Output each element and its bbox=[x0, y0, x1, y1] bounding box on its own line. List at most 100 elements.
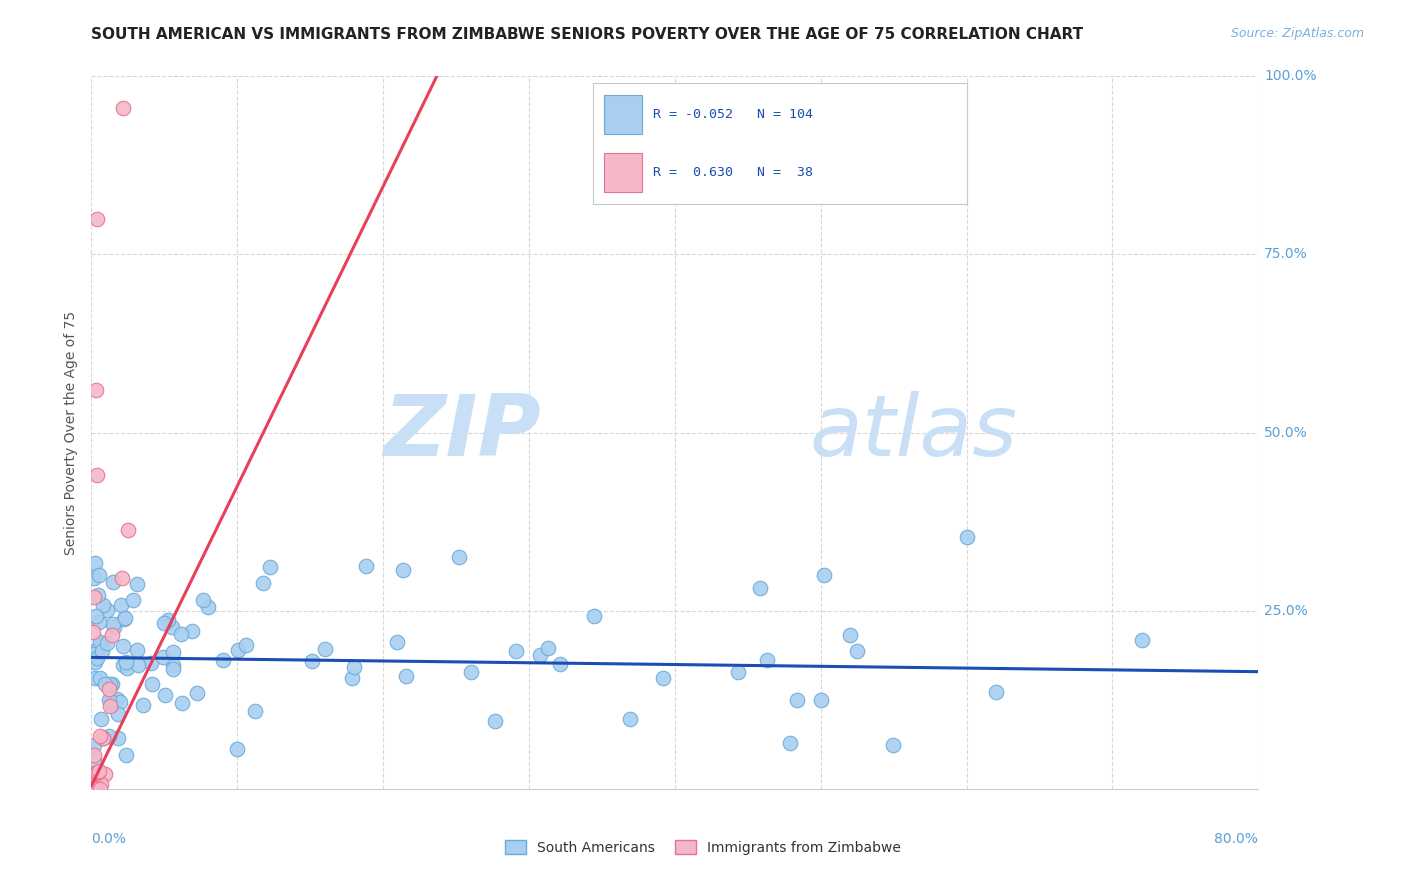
Point bbox=[112, 612, 135, 626]
Point bbox=[84, 782, 107, 797]
Point bbox=[89, 641, 111, 656]
Point bbox=[101, 697, 124, 711]
Point bbox=[181, 624, 204, 638]
Point bbox=[162, 658, 184, 673]
Point bbox=[87, 588, 110, 602]
Text: 100.0%: 100.0% bbox=[1264, 69, 1317, 83]
Point bbox=[86, 769, 108, 783]
Point bbox=[529, 648, 551, 662]
Point bbox=[98, 693, 121, 707]
Point bbox=[82, 782, 104, 797]
Point bbox=[152, 649, 174, 664]
Point bbox=[96, 636, 118, 650]
Point bbox=[152, 616, 174, 631]
Text: 50.0%: 50.0% bbox=[1264, 425, 1308, 440]
Point bbox=[141, 677, 163, 691]
Point bbox=[169, 627, 191, 641]
Point bbox=[226, 642, 249, 657]
Point bbox=[121, 593, 143, 607]
Point bbox=[89, 635, 111, 649]
Legend: South Americans, Immigrants from Zimbabwe: South Americans, Immigrants from Zimbabw… bbox=[499, 834, 907, 860]
Point bbox=[112, 657, 135, 672]
Point bbox=[86, 642, 108, 657]
Point bbox=[89, 615, 111, 630]
Point bbox=[548, 657, 571, 672]
Point bbox=[83, 647, 105, 661]
Point bbox=[98, 699, 121, 714]
Point bbox=[83, 782, 105, 797]
Point bbox=[505, 644, 527, 658]
Point bbox=[112, 639, 135, 653]
Point bbox=[460, 665, 482, 679]
Point bbox=[87, 764, 110, 778]
Point bbox=[83, 738, 105, 752]
Point bbox=[80, 782, 103, 797]
Point bbox=[449, 550, 471, 565]
Point bbox=[342, 671, 364, 685]
Point bbox=[619, 712, 641, 726]
Point bbox=[314, 642, 336, 657]
Point bbox=[391, 563, 413, 577]
Point bbox=[83, 590, 105, 604]
Point bbox=[115, 661, 138, 675]
Point bbox=[94, 766, 117, 780]
Point bbox=[100, 628, 122, 642]
Point bbox=[107, 731, 129, 746]
Point bbox=[83, 747, 105, 762]
Point bbox=[235, 638, 257, 652]
Text: 75.0%: 75.0% bbox=[1264, 247, 1308, 261]
Point bbox=[86, 764, 108, 779]
Point bbox=[245, 705, 267, 719]
Point bbox=[153, 688, 176, 702]
Point bbox=[84, 556, 107, 570]
Point bbox=[86, 782, 108, 797]
Point bbox=[1130, 632, 1153, 647]
Point bbox=[727, 665, 749, 680]
Point bbox=[162, 662, 184, 676]
Point bbox=[97, 681, 120, 696]
Point bbox=[103, 575, 125, 590]
Point bbox=[86, 766, 108, 780]
Point bbox=[110, 598, 132, 612]
Point bbox=[956, 530, 979, 544]
Point bbox=[83, 782, 105, 797]
Point bbox=[86, 651, 108, 665]
Point bbox=[186, 686, 208, 700]
Point bbox=[810, 693, 832, 707]
Point bbox=[83, 671, 105, 685]
Point bbox=[114, 611, 136, 625]
Point bbox=[83, 782, 105, 797]
Point bbox=[86, 468, 108, 483]
Point bbox=[82, 782, 104, 797]
Point bbox=[343, 659, 366, 673]
Point bbox=[82, 782, 104, 797]
Point bbox=[82, 782, 104, 797]
Point bbox=[252, 576, 274, 591]
Point bbox=[86, 211, 108, 226]
Point bbox=[484, 714, 506, 729]
Point bbox=[117, 523, 139, 537]
Point bbox=[259, 560, 281, 574]
Point bbox=[225, 741, 247, 756]
Point bbox=[103, 620, 125, 634]
Point bbox=[127, 657, 149, 672]
Point bbox=[84, 609, 107, 624]
Point bbox=[83, 571, 105, 585]
Point bbox=[160, 620, 183, 634]
Point bbox=[537, 641, 560, 656]
Point bbox=[395, 669, 418, 683]
Point bbox=[97, 729, 120, 743]
Point bbox=[132, 698, 155, 712]
Point bbox=[984, 685, 1007, 699]
Point bbox=[100, 676, 122, 690]
Point bbox=[89, 729, 111, 743]
Point bbox=[93, 677, 115, 691]
Point bbox=[90, 644, 112, 658]
Point bbox=[83, 753, 105, 767]
Point bbox=[652, 671, 675, 685]
Point bbox=[170, 696, 193, 710]
Point bbox=[112, 101, 135, 115]
Point bbox=[882, 738, 904, 752]
Text: atlas: atlas bbox=[808, 391, 1017, 475]
Text: ZIP: ZIP bbox=[382, 391, 541, 475]
